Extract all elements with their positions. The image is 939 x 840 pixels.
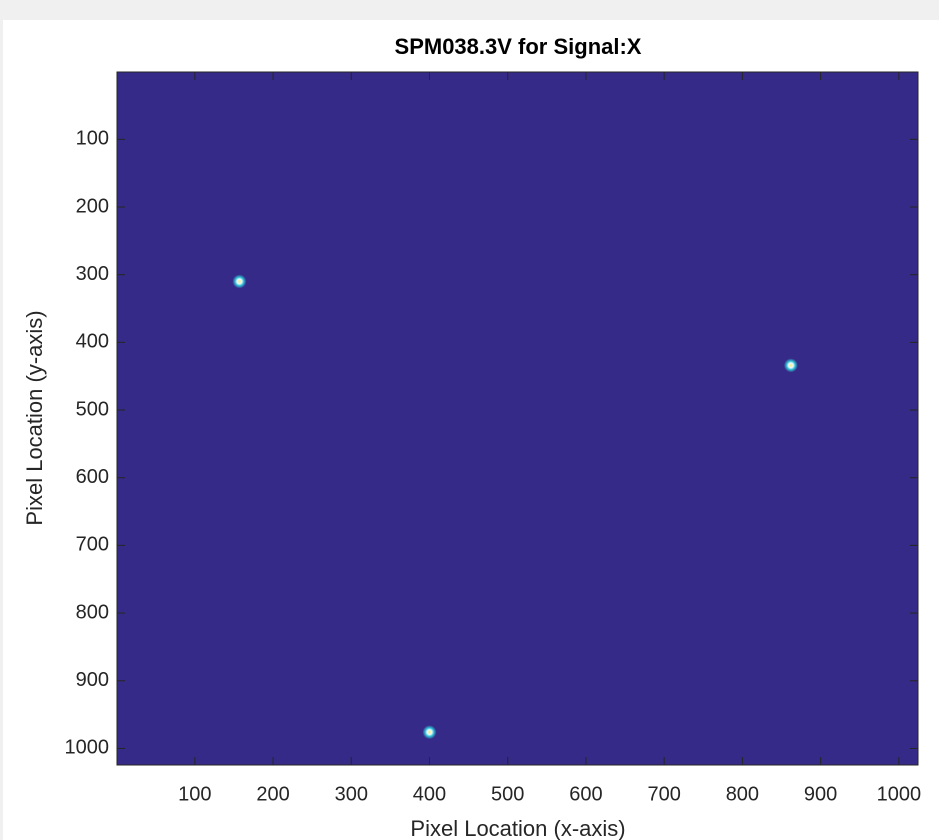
y-tick-label: 700 <box>76 534 109 556</box>
x-tick-label: 400 <box>413 783 446 805</box>
y-tick-label: 1000 <box>65 737 110 759</box>
image-background <box>117 72 918 765</box>
page: {"chart_data": {"type": "scatter", "titl… <box>0 0 939 840</box>
y-tick-label: 500 <box>76 398 109 420</box>
y-tick-label: 800 <box>76 601 109 623</box>
axes <box>117 72 918 765</box>
y-axis-label: Pixel Location (y-axis) <box>22 310 47 525</box>
y-tick-label: 600 <box>76 466 109 488</box>
x-tick-label: 1000 <box>877 783 922 805</box>
x-tick-label: 100 <box>178 783 211 805</box>
x-tick-label: 900 <box>804 783 837 805</box>
x-tick-label: 200 <box>256 783 289 805</box>
chart-title: SPM038.3V for Signal:X <box>395 34 642 59</box>
y-tick-label: 300 <box>76 263 109 285</box>
x-tick-label: 300 <box>335 783 368 805</box>
x-tick-label: 600 <box>569 783 602 805</box>
x-tick-label: 700 <box>647 783 680 805</box>
spot <box>422 725 436 739</box>
y-tick-label: 900 <box>76 669 109 691</box>
spot <box>784 358 798 372</box>
figure: SPM038.3V for Signal:X Pixel Location (x… <box>0 0 939 840</box>
x-axis-label: Pixel Location (x-axis) <box>410 816 625 840</box>
y-tick-label: 200 <box>76 195 109 217</box>
x-tick-label: 500 <box>491 783 524 805</box>
spot <box>232 274 246 288</box>
y-tick-label: 100 <box>76 128 109 150</box>
x-tick-label: 800 <box>726 783 759 805</box>
y-tick-label: 400 <box>76 331 109 353</box>
